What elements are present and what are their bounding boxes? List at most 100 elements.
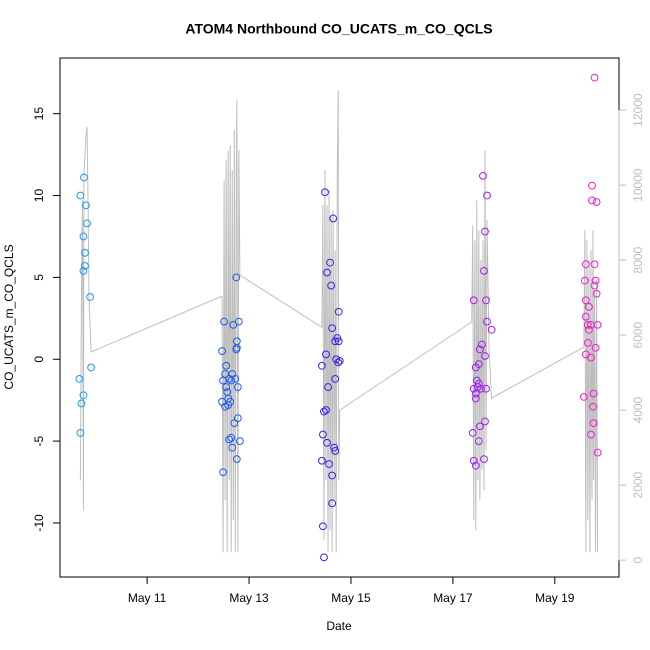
point [581,312,590,321]
point [479,171,487,180]
point [319,430,327,439]
point [227,376,236,385]
y2-tick-label: 8000 [631,246,645,273]
point [481,417,489,426]
point [587,430,595,439]
y2-tick-label: 12000 [631,93,645,127]
point [321,188,329,197]
point [581,260,590,269]
point [232,455,241,464]
point [331,337,340,346]
point [323,438,331,447]
point [328,324,337,333]
point [318,456,326,465]
plot-frame [59,57,620,578]
point [592,289,601,298]
point [469,296,478,305]
point [231,374,240,383]
point [469,456,478,465]
point [592,198,601,206]
point [319,522,327,531]
point [334,307,343,316]
point [487,325,496,334]
point [86,293,94,301]
point [230,419,239,428]
point [585,302,593,311]
point [322,406,330,414]
point [480,455,488,464]
point [318,361,326,370]
point [480,266,488,275]
point [471,461,480,470]
point [320,553,328,562]
point [482,384,490,393]
point [80,173,88,182]
point [222,383,231,391]
point [324,383,332,391]
point [79,232,88,241]
point [220,317,228,326]
y-tick-label: 15 [32,107,46,121]
point [79,266,88,275]
point [593,320,602,329]
point [82,201,90,210]
point [234,317,243,326]
point [593,448,602,457]
point [81,262,89,270]
y-tick-label: -10 [32,514,46,532]
point [228,443,237,452]
point [232,345,241,354]
y2-tick-label: 4000 [631,396,645,423]
point [320,407,328,416]
point [222,361,231,370]
point [334,358,343,367]
point [219,376,227,385]
point [330,443,339,452]
y-tick-label: 0 [32,356,46,363]
point [471,389,480,398]
y-axis-label: CO_UCATS_m_CO_QCLS [2,244,16,389]
point [331,447,340,455]
point [326,258,334,267]
point [584,320,592,329]
point [483,191,491,200]
point [475,422,484,431]
point [475,345,484,354]
point [328,471,337,480]
point [587,353,595,362]
point [474,437,483,446]
x-tick-label: May 19 [535,591,575,605]
point [81,248,89,257]
point [590,281,599,290]
y2-tick-label: 0 [631,556,645,563]
point [471,363,480,372]
y2-tick-label: 2000 [631,471,645,498]
line [79,90,599,553]
point [334,337,343,346]
x-tick-label: May 13 [229,591,269,605]
point [325,460,333,468]
point [590,260,599,269]
point [469,384,478,393]
point [483,317,491,326]
y2-tick-label: 10000 [631,168,645,202]
point [229,320,238,329]
point [221,402,230,411]
point [482,296,490,305]
x-tick-label: May 15 [331,591,371,605]
x-tick-label: May 17 [433,591,473,605]
point [588,181,596,190]
point [329,214,338,223]
point [327,281,335,290]
point [474,379,483,388]
y-tick-label: -5 [32,435,46,446]
point [471,394,480,403]
point [589,402,597,411]
point [579,393,588,401]
point [591,343,600,352]
point [588,196,596,205]
point [83,219,91,228]
point [331,374,340,383]
chart-title: ATOM4 Northbound CO_UCATS_m_CO_QCLS [185,21,492,37]
point [76,429,85,437]
